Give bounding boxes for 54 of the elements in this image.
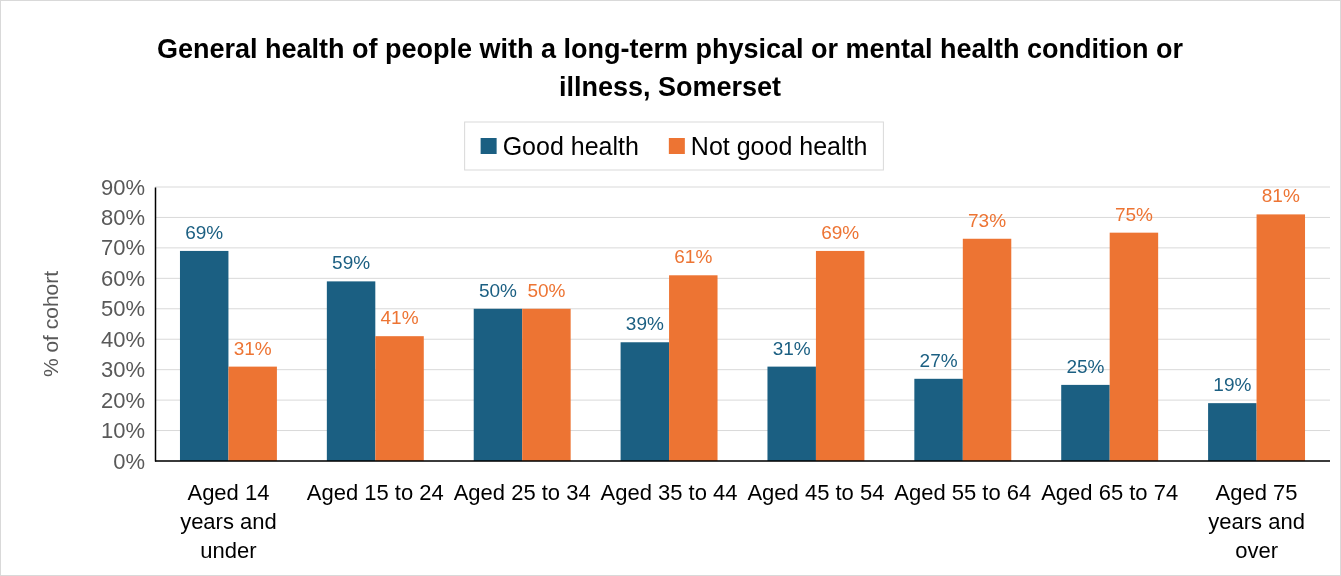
data-label: 69%	[821, 221, 860, 243]
legend-label: Not good health	[690, 132, 868, 160]
x-tick-label: Aged 75 years and over	[1208, 480, 1305, 563]
data-label: 61%	[674, 246, 713, 268]
y-tick-label: 10%	[100, 418, 145, 444]
bar	[1061, 384, 1110, 461]
bar	[1208, 403, 1257, 461]
data-label: 41%	[380, 307, 419, 329]
data-label: 75%	[1114, 203, 1154, 225]
y-tick-label: 60%	[100, 265, 145, 291]
y-tick-label: 70%	[100, 235, 145, 261]
data-label: 73%	[968, 209, 1007, 231]
bar	[522, 308, 571, 461]
bar	[1256, 214, 1306, 461]
y-tick-label: 50%	[100, 296, 145, 322]
data-label: 59%	[332, 252, 371, 274]
y-tick-label: 30%	[100, 357, 145, 383]
bar	[815, 250, 865, 461]
bar	[669, 275, 718, 461]
x-tick-label: Aged 14 years and under	[180, 480, 277, 563]
chart-title: General health of people with a long-term physical or mental health condition or illness, Somerset	[156, 34, 1184, 102]
data-label: 39%	[625, 313, 664, 335]
bar	[620, 342, 670, 461]
y-tick-label: 0%	[113, 448, 145, 474]
y-tick-label: 80%	[100, 204, 145, 230]
data-label: 19%	[1213, 374, 1252, 396]
data-label: 31%	[772, 337, 811, 359]
x-tick-label: Aged 65 to 74	[1041, 480, 1179, 505]
bar	[375, 336, 424, 461]
y-axis-title: % of cohort	[39, 270, 62, 378]
bar	[914, 378, 963, 461]
data-label: 50%	[527, 279, 566, 301]
bar	[767, 366, 816, 461]
data-label: 69%	[185, 221, 224, 243]
bar	[228, 366, 277, 461]
data-label: 27%	[919, 349, 958, 371]
data-label: 31%	[233, 337, 272, 359]
y-tick-label: 20%	[100, 387, 145, 413]
bar	[179, 250, 229, 461]
bar	[962, 238, 1012, 461]
y-tick-label: 40%	[100, 326, 145, 352]
x-tick-label: Aged 55 to 64	[894, 480, 1032, 505]
data-label: 81%	[1261, 185, 1300, 207]
x-tick-label: Aged 25 to 34	[453, 480, 591, 505]
legend-label: Good health	[502, 132, 639, 160]
data-label: 50%	[478, 279, 518, 301]
bar	[326, 281, 376, 461]
data-label: 25%	[1066, 355, 1105, 377]
y-tick-label: 90%	[100, 174, 145, 200]
bar	[473, 308, 523, 461]
x-tick-label: Aged 35 to 44	[600, 480, 738, 505]
x-tick-label: Aged 45 to 54	[747, 480, 885, 505]
x-tick-label: Aged 15 to 24	[306, 480, 444, 505]
bar	[1109, 232, 1159, 461]
